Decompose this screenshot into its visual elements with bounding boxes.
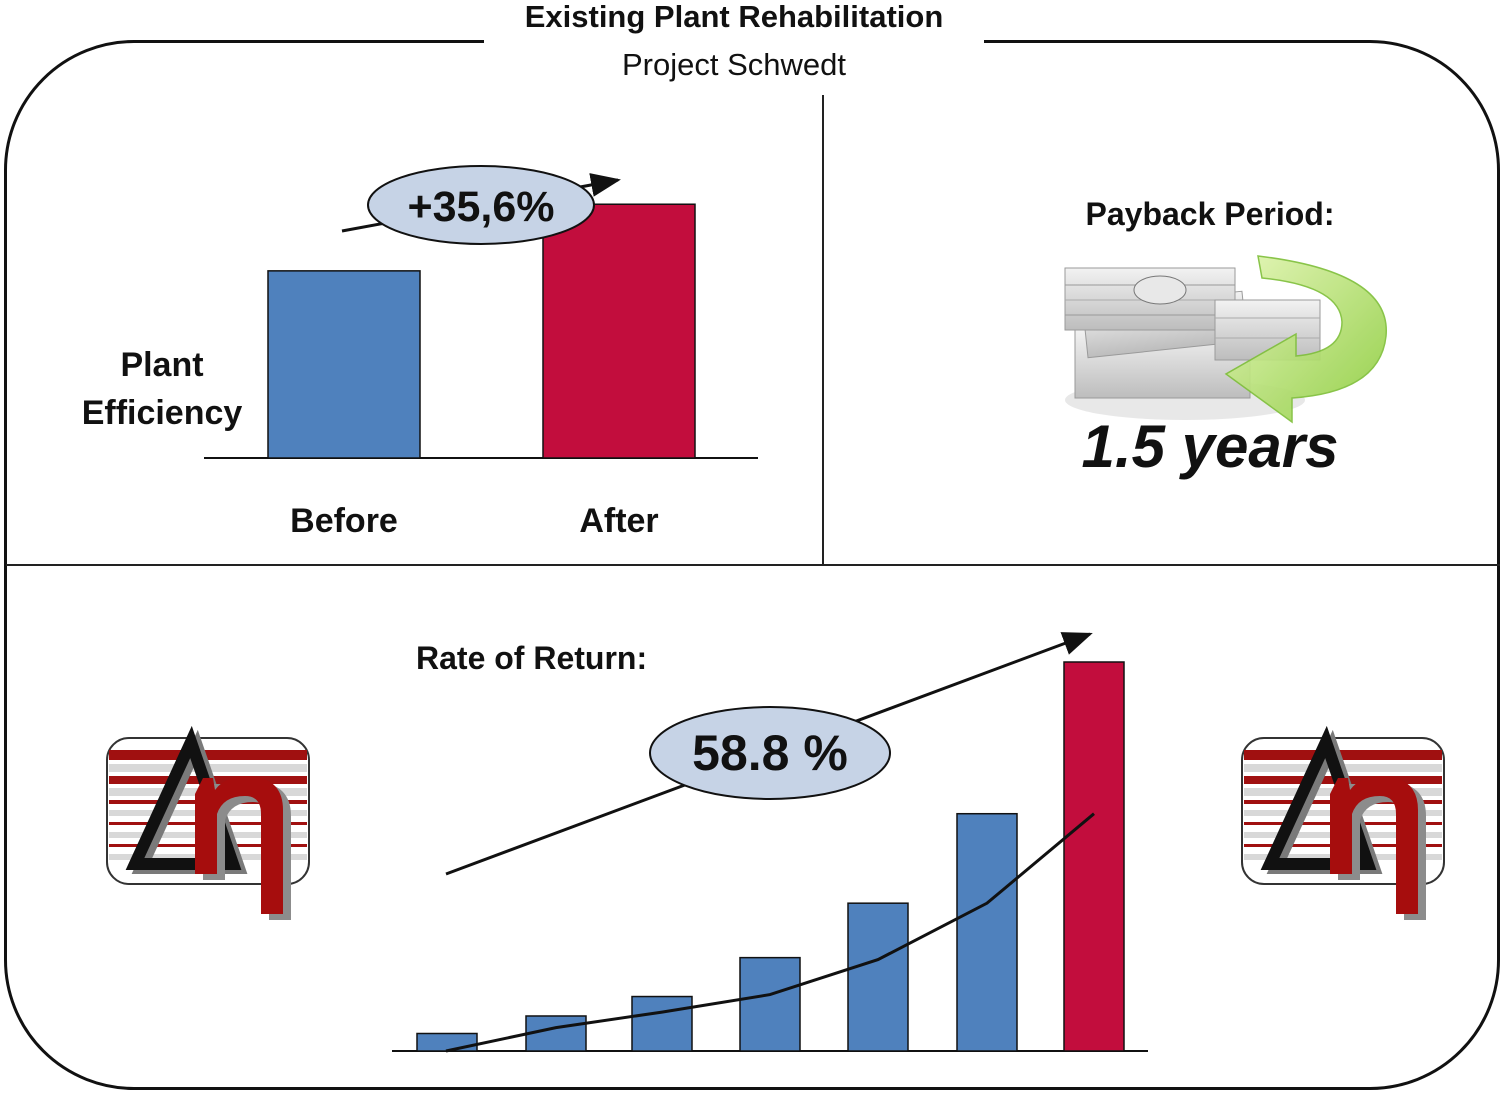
ror-bar-4 [739, 956, 801, 1052]
payback-value: 1.5 years [1081, 413, 1339, 480]
efficiency-category-label: Before [290, 502, 398, 540]
payback-label: Payback Period: [1085, 196, 1335, 232]
ror-value-ellipse [649, 706, 891, 800]
horizontal-divider [6, 564, 1500, 566]
vertical-divider [822, 95, 824, 565]
page-subtitle: Project Schwedt [622, 47, 846, 82]
ror-bar-7 [1063, 661, 1125, 1052]
ror-bar-2 [525, 1015, 587, 1052]
ror-bar-1 [416, 1032, 478, 1052]
ror-trend-line [445, 812, 1095, 1053]
title-box: Existing Plant Rehabilitation Project Sc… [484, 0, 984, 92]
ror-label: Rate of Return: [416, 640, 648, 676]
ror-bar-5 [847, 902, 909, 1052]
logo-right [1242, 738, 1444, 920]
efficiency-label-line1: Plant [120, 346, 203, 384]
efficiency-bar-after [542, 203, 696, 459]
efficiency-label-line2: Efficiency [82, 394, 243, 432]
efficiency-change-ellipse [367, 165, 595, 245]
efficiency-change-label: +35,6% [407, 183, 554, 231]
efficiency-bar-before [267, 270, 421, 459]
efficiency-chart: Before After +35,6% Plant Efficiency [82, 165, 758, 540]
page-title: Existing Plant Rehabilitation [524, 0, 944, 34]
efficiency-category-label: After [579, 502, 658, 540]
rate-of-return-chart: 58.8 % [392, 632, 1148, 1053]
money-stack-with-green-arrow-icon [1064, 255, 1387, 424]
ror-bar-3 [631, 995, 693, 1052]
ror-value-label: 58.8 % [692, 725, 848, 781]
ror-bar-6 [956, 812, 1018, 1052]
logo-left [107, 738, 309, 920]
